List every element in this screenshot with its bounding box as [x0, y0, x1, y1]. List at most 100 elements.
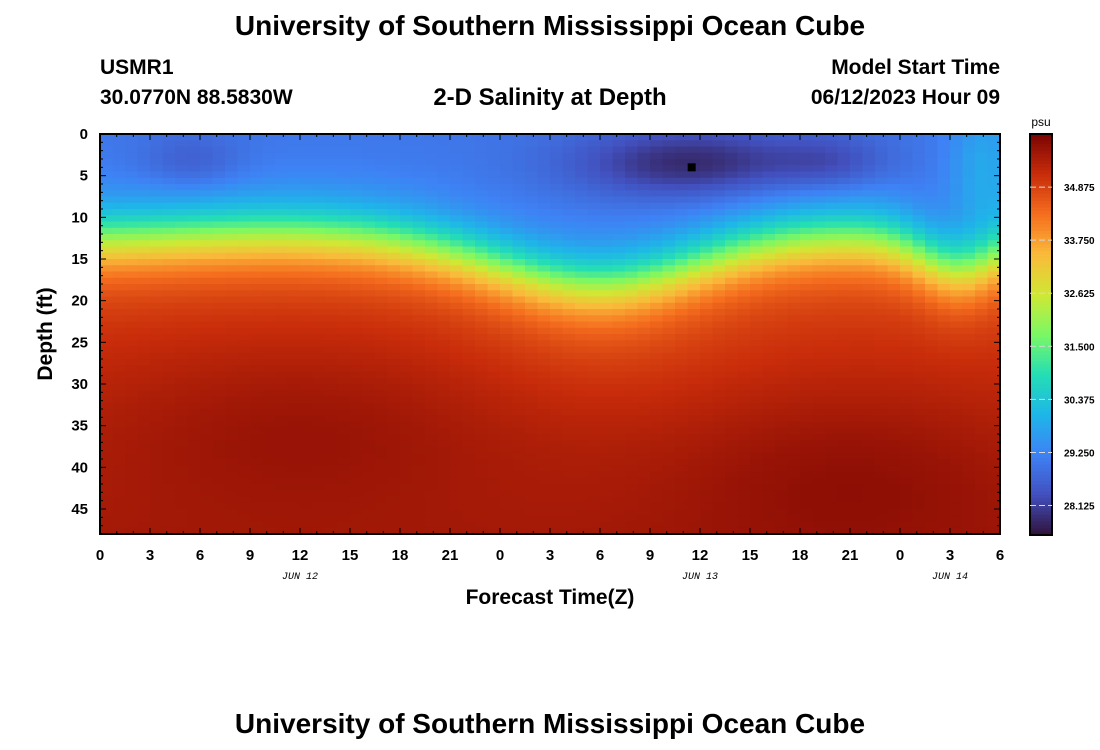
heatmap-cell [737, 421, 751, 429]
heatmap-cell [700, 365, 714, 373]
heatmap-cell [337, 490, 351, 498]
heatmap-cell [437, 365, 451, 373]
heatmap-cell [712, 134, 726, 141]
heatmap-cell [600, 221, 614, 229]
heatmap-cell [712, 334, 726, 341]
heatmap-cell [950, 490, 964, 498]
heatmap-cell [275, 434, 289, 441]
heatmap-cell [987, 490, 1001, 498]
heatmap-cell [375, 202, 389, 210]
heatmap-cell [387, 477, 401, 485]
heatmap-cell [100, 496, 114, 504]
heatmap-cell [662, 396, 676, 404]
heatmap-cell [450, 421, 464, 429]
heatmap-cell [175, 346, 189, 354]
heatmap-cell [825, 396, 839, 404]
heatmap-cell [587, 477, 601, 485]
heatmap-cell [262, 459, 276, 466]
colorbar-segment [1030, 438, 1052, 443]
heatmap-cell [400, 265, 414, 273]
heatmap-cell [575, 221, 589, 229]
heatmap-cell [325, 234, 339, 241]
heatmap-cell [612, 471, 626, 479]
heatmap-cell [200, 527, 214, 535]
heatmap-cell [425, 259, 439, 266]
heatmap-cell [675, 427, 689, 435]
heatmap-cell [225, 371, 239, 379]
heatmap-cell [787, 459, 801, 466]
heatmap-cell [825, 477, 839, 485]
heatmap-cell [112, 134, 126, 141]
heatmap-cell [500, 365, 514, 373]
heatmap-cell [175, 165, 189, 173]
heatmap-cell [925, 284, 939, 291]
heatmap-cell [750, 334, 764, 341]
heatmap-cell [150, 252, 164, 260]
heatmap-cell [462, 321, 476, 329]
heatmap-cell [950, 159, 964, 166]
heatmap-cell [712, 309, 726, 316]
heatmap-cell [925, 321, 939, 329]
heatmap-cell [500, 477, 514, 485]
heatmap-cell [775, 446, 789, 454]
heatmap-cell [812, 159, 826, 166]
heatmap-cell [525, 227, 539, 235]
heatmap-cell [962, 484, 976, 491]
heatmap-cell [900, 427, 914, 435]
heatmap-cell [450, 265, 464, 273]
heatmap-cell [925, 352, 939, 360]
heatmap-cell [637, 452, 651, 460]
heatmap-cell [637, 221, 651, 229]
heatmap-cell [387, 196, 401, 204]
heatmap-cell [887, 502, 901, 510]
heatmap-cell [825, 190, 839, 198]
heatmap-cell [712, 184, 726, 191]
heatmap-cell [275, 159, 289, 166]
heatmap-cell [437, 227, 451, 235]
heatmap-cell [150, 302, 164, 310]
heatmap-cell [262, 365, 276, 373]
heatmap-cell [437, 271, 451, 279]
heatmap-cell [775, 177, 789, 185]
heatmap-cell [262, 415, 276, 423]
heatmap-cell [412, 234, 426, 241]
heatmap-cell [675, 402, 689, 410]
heatmap-cell [175, 240, 189, 248]
heatmap-cell [637, 502, 651, 510]
heatmap-cell [775, 315, 789, 323]
heatmap-cell [712, 296, 726, 304]
heatmap-cell [400, 309, 414, 316]
heatmap-cell [987, 259, 1001, 266]
heatmap-cell [875, 421, 889, 429]
heatmap-cell [225, 221, 239, 229]
heatmap-cell [662, 296, 676, 304]
heatmap-cell [887, 446, 901, 454]
heatmap-cell [512, 396, 526, 404]
heatmap-cell [537, 515, 551, 523]
heatmap-cell [662, 140, 676, 148]
heatmap-cell [712, 302, 726, 310]
heatmap-cell [425, 527, 439, 535]
heatmap-cell [950, 496, 964, 504]
heatmap-cell [300, 240, 314, 248]
heatmap-cell [925, 434, 939, 441]
heatmap-cell [912, 209, 926, 216]
heatmap-cell [800, 271, 814, 279]
heatmap-cell [675, 521, 689, 529]
heatmap-cell [987, 427, 1001, 435]
heatmap-cell [712, 515, 726, 523]
heatmap-cell [775, 477, 789, 485]
heatmap-cell [575, 471, 589, 479]
heatmap-cell [862, 290, 876, 298]
heatmap-cell [325, 446, 339, 454]
heatmap-cell [675, 421, 689, 429]
colorbar-segment [1030, 254, 1052, 259]
heatmap-cell [362, 171, 376, 179]
heatmap-cell [875, 209, 889, 216]
heatmap-cell [837, 284, 851, 291]
heatmap-cell [575, 234, 589, 241]
heatmap-cell [225, 440, 239, 448]
heatmap-cell [262, 165, 276, 173]
heatmap-cell [975, 196, 989, 204]
heatmap-cell [212, 340, 226, 348]
